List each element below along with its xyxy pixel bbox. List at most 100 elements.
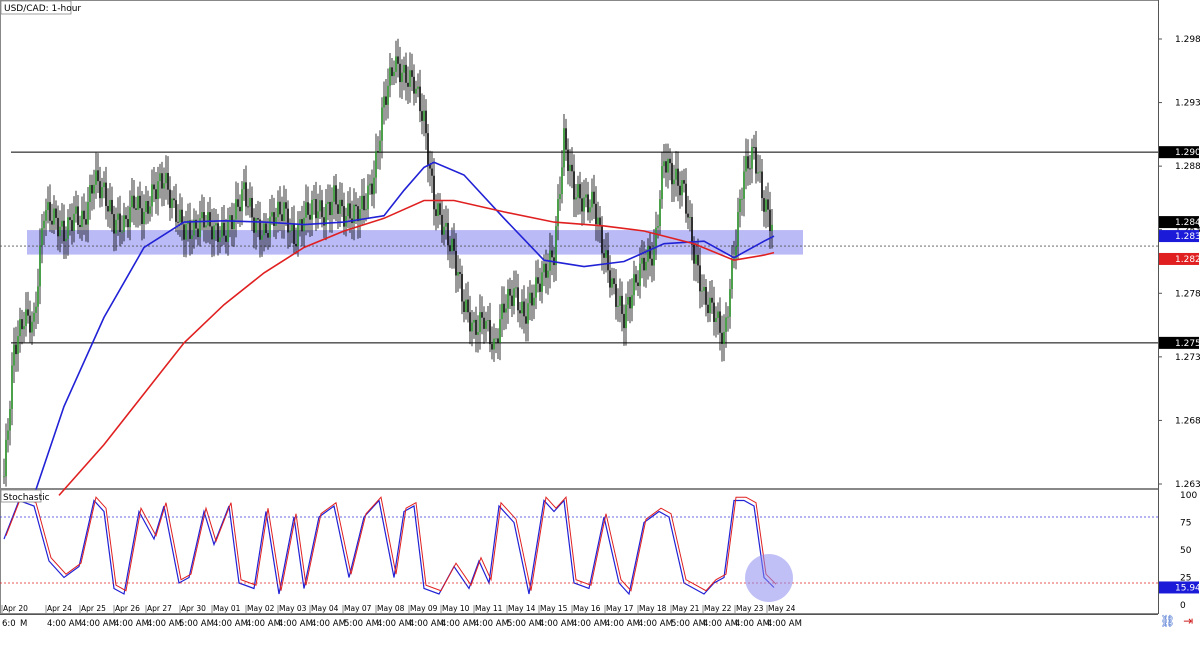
- arrow-right-icon[interactable]: ⇥: [1183, 614, 1194, 628]
- candle-body: [451, 238, 453, 252]
- candle-body: [573, 171, 575, 200]
- candle-body: [485, 320, 487, 329]
- candle-body: [153, 184, 155, 190]
- candle-body: [145, 200, 147, 212]
- candle-body: [531, 292, 533, 306]
- x-axis-time-labels: 6:0 M 4:00 AM 4:00 AM4:00 AM4:00 AM5:00 AM 4…: [2, 619, 802, 629]
- candle-body: [229, 215, 231, 222]
- x-time-label: 4:00 AM: [311, 619, 346, 629]
- candle-body: [751, 147, 753, 169]
- price-tick-label: 1.2939: [1175, 99, 1200, 109]
- candle-body: [299, 219, 301, 224]
- candle-body: [51, 220, 53, 225]
- candle-body: [733, 258, 735, 260]
- candle-body: [659, 199, 661, 227]
- candle-body: [741, 198, 743, 200]
- candle-body: [331, 201, 333, 216]
- candle-body: [493, 338, 495, 350]
- candle-body: [55, 208, 57, 218]
- candle-body: [575, 197, 577, 200]
- x-date-label: May 03: [279, 604, 307, 613]
- candle-body: [305, 202, 307, 218]
- candle-body: [469, 312, 471, 332]
- x-date-label: May 17: [606, 604, 634, 613]
- level-price-tag-0: 1.2900: [1175, 148, 1200, 158]
- candle-body: [593, 191, 595, 204]
- candle-body: [149, 206, 151, 214]
- candle-body: [703, 286, 705, 291]
- stoch-value-tag: 15.94: [1175, 583, 1200, 593]
- candle-body: [87, 201, 89, 225]
- x-time-label: 4:00 AM: [605, 619, 640, 629]
- candle-body: [77, 206, 79, 225]
- candle-body: [619, 295, 621, 306]
- candle-body: [753, 147, 755, 148]
- candle-body: [221, 222, 223, 238]
- candle-body: [465, 299, 467, 313]
- candle-body: [715, 317, 717, 322]
- candle-body: [449, 245, 451, 252]
- candle-body: [701, 290, 703, 292]
- candle-body: [585, 194, 587, 198]
- candle-body: [57, 217, 59, 237]
- candle-body: [329, 201, 331, 216]
- candle-body: [291, 223, 293, 231]
- candle-body: [129, 207, 131, 228]
- x-time-label: 5:00 AM: [344, 619, 379, 629]
- candle-body: [683, 180, 685, 184]
- candle-body: [21, 319, 23, 330]
- candle-body: [253, 217, 255, 233]
- blue-moving-average-line: [33, 161, 775, 496]
- x-time-label: 4:00 AM: [213, 619, 248, 629]
- x-date-label: May 15: [540, 604, 568, 613]
- candle-body: [731, 259, 733, 290]
- candle-body: [555, 226, 557, 266]
- candle-body: [199, 218, 201, 238]
- x-time-label: 5:00 AM: [179, 619, 214, 629]
- candle-body: [289, 230, 291, 233]
- candle-body: [397, 56, 399, 64]
- candle-body: [513, 288, 515, 306]
- candle-body: [277, 201, 279, 218]
- candle-body: [769, 209, 771, 232]
- candle-body: [439, 203, 441, 215]
- candle-body: [29, 315, 31, 333]
- candle-body: [177, 221, 179, 223]
- candle-body: [483, 317, 485, 329]
- candle-body: [271, 212, 273, 217]
- candle-body: [383, 96, 385, 108]
- candle-body: [687, 213, 689, 218]
- candle-body: [543, 263, 545, 273]
- candle-body: [661, 166, 663, 200]
- candle-body: [595, 203, 597, 225]
- candle-body: [263, 223, 265, 236]
- candle-body: [601, 225, 603, 254]
- candle-body: [109, 199, 111, 212]
- candle-body: [19, 319, 21, 337]
- candle-body: [423, 110, 425, 121]
- chart-title-box: [0, 0, 72, 15]
- x-date-label: May 02: [247, 604, 275, 613]
- candle-body: [457, 272, 459, 276]
- candle-body: [97, 170, 99, 182]
- red-moving-average-line: [58, 199, 775, 496]
- candle-body: [25, 309, 27, 327]
- candle-body: [333, 185, 335, 202]
- candle-body: [359, 209, 361, 222]
- candle-body: [533, 297, 535, 306]
- candle-body: [31, 321, 33, 333]
- candle-body: [249, 197, 251, 207]
- candle-body: [735, 246, 737, 259]
- candle-body: [173, 198, 175, 201]
- candle-body: [581, 198, 583, 212]
- candle-body: [243, 182, 245, 190]
- candle-body: [389, 67, 391, 86]
- candle-body: [163, 183, 165, 189]
- candle-body: [713, 302, 715, 322]
- candle-body: [103, 182, 105, 188]
- x-time-label: 4:00 AM: [409, 619, 444, 629]
- link-icon[interactable]: ⛓: [1160, 614, 1176, 628]
- candle-body: [133, 195, 135, 209]
- candle-body: [297, 223, 299, 247]
- candle-body: [39, 245, 41, 287]
